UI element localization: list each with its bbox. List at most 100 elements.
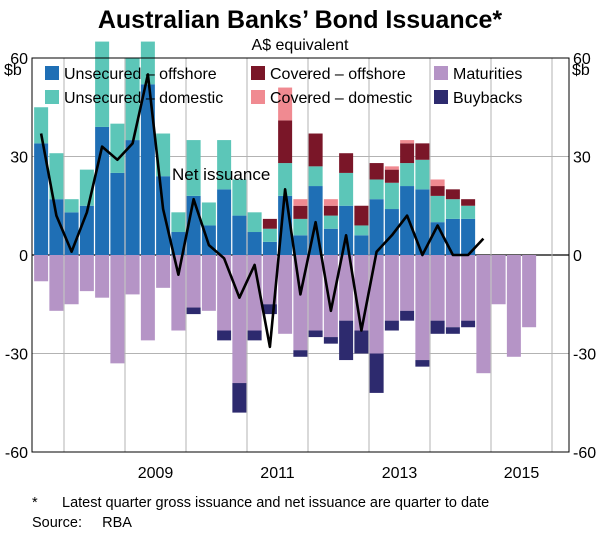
bar-maturities [217, 255, 232, 331]
bar-buybacks [400, 310, 415, 321]
bar-unsecured_domestic [217, 140, 232, 190]
bar-covered_domestic [323, 199, 338, 206]
bar-maturities [323, 255, 338, 338]
y-tick-label-left: 30 [10, 150, 28, 167]
bar-buybacks [293, 350, 308, 357]
bond-issuance-chart: Australian Banks’ Bond Issuance* A$ equi… [4, 6, 596, 482]
legend-label-buybacks: Buybacks [453, 90, 522, 107]
bar-unsecured_domestic [125, 58, 140, 141]
legend-swatch-covered_offshore [251, 66, 265, 80]
bar-unsecured_domestic [34, 107, 49, 144]
plot-frame [31, 57, 570, 453]
bar-covered_domestic [278, 87, 293, 121]
footnote: * Latest quarter gross issuance and net i… [32, 495, 489, 511]
footnote-text: Latest quarter gross issuance and net is… [62, 495, 490, 511]
bar-covered_offshore [354, 205, 369, 226]
bar-buybacks [384, 320, 399, 331]
bar-maturities [171, 255, 186, 331]
bar-maturities [415, 255, 430, 361]
bar-maturities [461, 255, 476, 321]
bar-maturities [278, 255, 293, 334]
chart-subtitle: A$ equivalent [252, 37, 350, 54]
bar-unsecured_offshore [125, 140, 140, 255]
x-tick-label: 2013 [382, 465, 418, 482]
bar-unsecured_domestic [384, 182, 399, 210]
x-tick-label: 2009 [138, 465, 174, 482]
bar-covered_offshore [445, 189, 460, 200]
legend-label-maturities: Maturities [453, 66, 522, 83]
bar-maturities [140, 255, 155, 341]
bar-unsecured_offshore [232, 215, 247, 255]
bar-unsecured_domestic [156, 133, 171, 177]
bar-maturities [125, 255, 140, 295]
bar-unsecured_offshore [49, 199, 64, 255]
y-tick-label-left: 0 [19, 248, 28, 265]
bar-unsecured_offshore [369, 199, 384, 255]
bar-maturities [384, 255, 399, 321]
bar-unsecured_offshore [34, 143, 49, 255]
bar-unsecured_offshore [247, 232, 262, 255]
bar-covered_domestic [293, 199, 308, 206]
bar-buybacks [323, 337, 338, 344]
bar-covered_offshore [430, 186, 445, 196]
bar-unsecured_domestic [247, 212, 262, 233]
bar-maturities [262, 255, 277, 305]
bar-unsecured_domestic [140, 41, 155, 85]
bar-unsecured_domestic [49, 153, 64, 200]
bar-unsecured_offshore [415, 189, 430, 255]
y-tick-label-right: 0 [573, 248, 582, 265]
bar-maturities [79, 255, 94, 292]
bar-covered_offshore [400, 143, 415, 164]
y-tick-label-right: -60 [573, 445, 596, 462]
y-tick-label-right: 30 [573, 150, 591, 167]
bar-unsecured_offshore [110, 172, 125, 255]
y-tick-label-left: -60 [5, 445, 28, 462]
bar-covered_offshore [308, 133, 323, 167]
legend-label-unsecured_domestic: Unsecured – domestic [64, 90, 223, 107]
bar-unsecured_domestic [339, 172, 354, 206]
bar-maturities [95, 255, 110, 298]
bar-unsecured_offshore [140, 84, 155, 256]
legend-swatch-maturities [434, 66, 448, 80]
bar-buybacks [339, 320, 354, 361]
bar-buybacks [308, 330, 323, 338]
bar-buybacks [217, 330, 232, 341]
bar-buybacks [186, 307, 201, 315]
bar-unsecured_offshore [339, 205, 354, 255]
bar-maturities [201, 255, 216, 311]
bar-maturities [430, 255, 445, 321]
bar-maturities [232, 255, 247, 384]
x-tick-label: 2015 [504, 465, 540, 482]
bar-unsecured_offshore [384, 209, 399, 255]
bar-maturities [64, 255, 79, 305]
footnote-symbol: * [32, 495, 38, 511]
bar-maturities [186, 255, 201, 308]
bar-unsecured_domestic [354, 225, 369, 236]
bar-unsecured_domestic [201, 202, 216, 226]
bar-maturities [400, 255, 415, 311]
bar-buybacks [247, 330, 262, 341]
bar-unsecured_offshore [445, 218, 460, 255]
bar-maturities [49, 255, 64, 311]
legend: Unsecured – offshore Covered – offshore Ma… [45, 66, 522, 107]
legend-swatch-unsecured_domestic [45, 90, 59, 104]
bar-covered_domestic [384, 166, 399, 170]
net-issuance-line [39, 73, 485, 349]
bar-buybacks [461, 320, 476, 328]
bar-unsecured_offshore [461, 218, 476, 255]
legend-swatch-buybacks [434, 90, 448, 104]
y-unit-left: $b [4, 62, 22, 79]
bar-unsecured_offshore [171, 232, 186, 255]
bar-maturities [308, 255, 323, 331]
bar-unsecured_domestic [278, 163, 293, 196]
bar-covered_offshore [415, 143, 430, 160]
bar-unsecured_offshore [354, 235, 369, 255]
bar-unsecured_domestic [293, 218, 308, 236]
bar-unsecured_offshore [400, 186, 415, 255]
bar-maturities [491, 255, 506, 305]
legend-label-covered_offshore: Covered – offshore [270, 66, 406, 83]
bar-maturities [34, 255, 49, 282]
bar-unsecured_domestic [186, 140, 201, 196]
bar-covered_offshore [262, 218, 277, 229]
